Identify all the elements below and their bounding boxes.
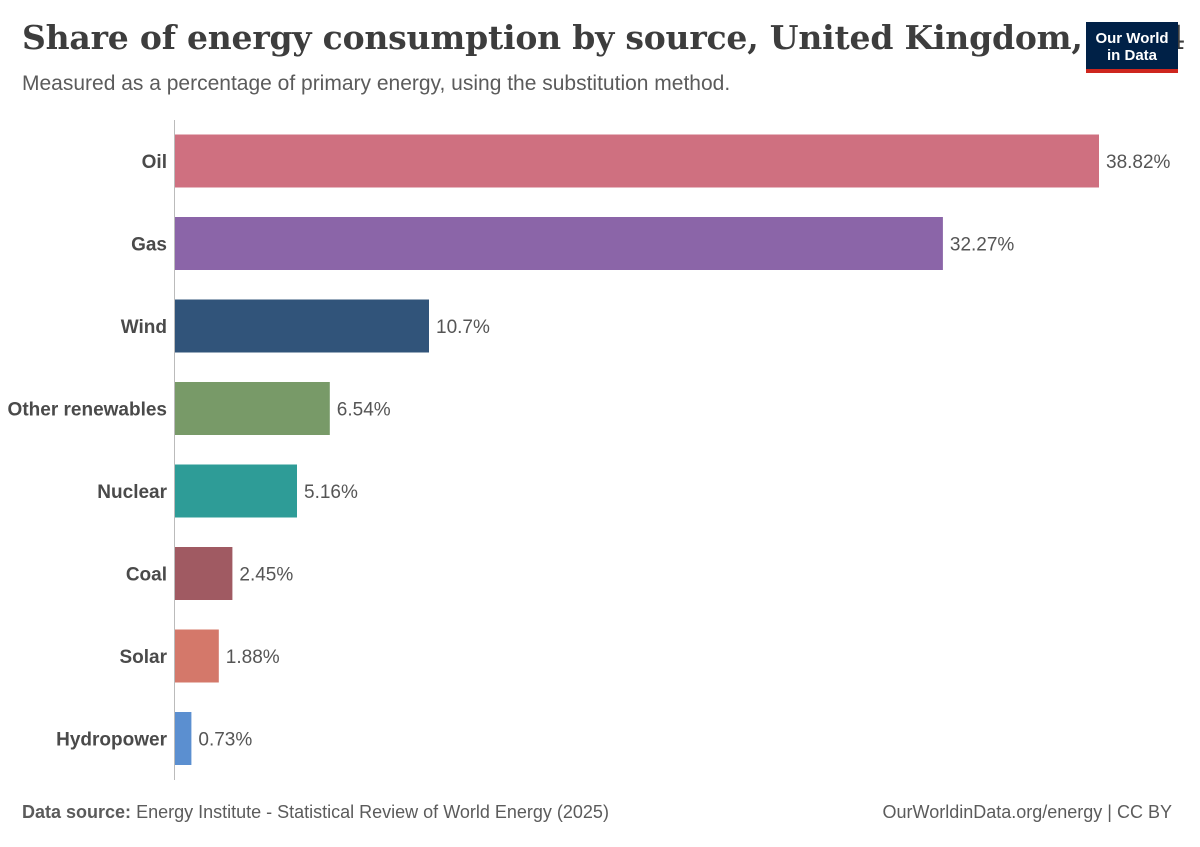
chart-title: Share of energy consumption by source, U… [22,18,1186,57]
logo-line-2: in Data [1106,46,1157,64]
data-source-label: Data source: [22,802,132,822]
category-label-solar: Solar [119,647,167,668]
value-label-wind: 10.7% [436,317,490,338]
value-label-gas: 32.27% [950,235,1015,256]
data-source-link[interactable]: Energy Institute - Statistical Review of… [136,802,609,822]
category-label-coal: Coal [126,565,167,586]
value-label-solar: 1.88% [226,647,280,668]
owid-logo[interactable]: Our World in Data [1086,22,1178,73]
attribution-link[interactable]: OurWorldinData.org/energy | CC BY [882,802,1172,822]
bar-solar[interactable] [174,629,219,683]
category-label-nuclear: Nuclear [97,482,167,503]
category-label-wind: Wind [121,317,167,338]
value-label-nuclear: 5.16% [304,482,358,503]
logo-line-1: Our World [1095,29,1169,47]
value-label-coal: 2.45% [239,565,293,586]
category-label-other-renewables: Other renewables [8,400,167,421]
bar-other-renewables[interactable] [174,382,330,435]
bar-gas[interactable] [174,217,943,270]
bar-wind[interactable] [174,299,429,353]
category-label-oil: Oil [142,152,167,173]
value-label-other-renewables: 6.54% [337,400,391,421]
bar-hydropower[interactable] [174,712,192,765]
value-label-hydropower: 0.73% [198,730,252,751]
category-label-hydropower: Hydropower [56,730,167,751]
data-source: Data source: Energy Institute - Statisti… [22,802,609,823]
chart-subtitle: Measured as a percentage of primary ener… [22,72,731,95]
value-label-oil: 38.82% [1106,152,1171,173]
bar-oil[interactable] [174,134,1099,188]
bar-coal[interactable] [174,547,233,600]
bar-nuclear[interactable] [174,464,297,518]
category-label-gas: Gas [131,235,167,256]
